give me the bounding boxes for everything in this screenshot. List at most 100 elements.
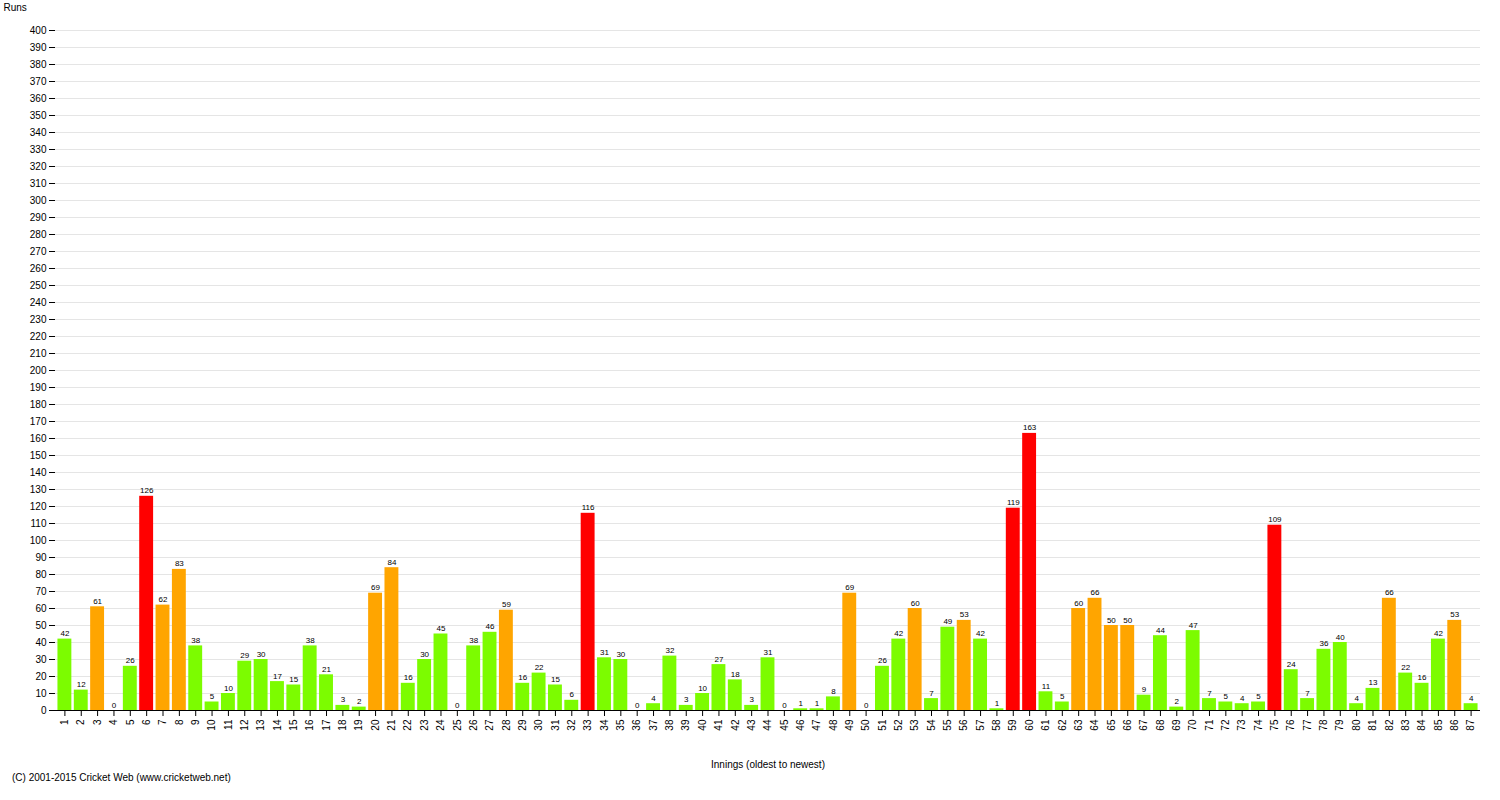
svg-text:3: 3: [341, 695, 346, 704]
svg-text:5: 5: [1256, 692, 1261, 701]
svg-text:66: 66: [1385, 588, 1394, 597]
svg-text:8: 8: [174, 719, 185, 725]
svg-text:16: 16: [304, 719, 315, 731]
svg-text:5: 5: [1224, 692, 1229, 701]
svg-text:10: 10: [698, 684, 707, 693]
svg-text:90: 90: [35, 552, 47, 563]
svg-text:4: 4: [1354, 694, 1359, 703]
svg-text:370: 370: [30, 76, 47, 87]
svg-text:170: 170: [30, 416, 47, 427]
svg-text:9: 9: [190, 719, 201, 725]
svg-text:25: 25: [452, 719, 463, 731]
svg-text:60: 60: [911, 599, 920, 608]
svg-text:2: 2: [357, 697, 362, 706]
svg-text:6: 6: [570, 690, 575, 699]
svg-text:350: 350: [30, 110, 47, 121]
svg-text:46: 46: [486, 622, 495, 631]
svg-text:12: 12: [77, 680, 86, 689]
svg-text:26: 26: [126, 656, 135, 665]
svg-text:45: 45: [437, 624, 446, 633]
svg-text:48: 48: [828, 719, 839, 731]
svg-text:57: 57: [975, 719, 986, 731]
svg-text:7: 7: [157, 719, 168, 725]
svg-text:38: 38: [191, 636, 200, 645]
svg-text:30: 30: [533, 719, 544, 731]
svg-text:47: 47: [811, 719, 822, 731]
svg-text:50: 50: [860, 719, 871, 731]
svg-text:250: 250: [30, 280, 47, 291]
svg-text:36: 36: [1319, 639, 1328, 648]
svg-text:76: 76: [1285, 719, 1296, 731]
svg-text:44: 44: [762, 719, 773, 731]
svg-text:19: 19: [353, 719, 364, 731]
svg-text:22: 22: [1401, 663, 1410, 672]
svg-text:42: 42: [1434, 629, 1443, 638]
svg-text:69: 69: [845, 583, 854, 592]
svg-text:42: 42: [976, 629, 985, 638]
svg-text:66: 66: [1122, 719, 1133, 731]
svg-text:32: 32: [665, 646, 674, 655]
svg-text:50: 50: [1123, 616, 1132, 625]
svg-text:3: 3: [684, 695, 689, 704]
svg-text:30: 30: [35, 654, 47, 665]
svg-text:7: 7: [929, 689, 934, 698]
svg-text:10: 10: [206, 719, 217, 731]
svg-text:24: 24: [435, 719, 446, 731]
svg-text:84: 84: [1416, 719, 1427, 731]
svg-text:0: 0: [41, 705, 47, 716]
svg-text:3: 3: [92, 719, 103, 725]
svg-text:70: 70: [1187, 719, 1198, 731]
svg-text:1: 1: [995, 699, 1000, 708]
svg-text:10: 10: [35, 688, 47, 699]
svg-text:69: 69: [371, 583, 380, 592]
svg-text:1: 1: [798, 699, 803, 708]
svg-text:34: 34: [599, 719, 610, 731]
svg-text:32: 32: [566, 719, 577, 731]
svg-text:31: 31: [600, 648, 609, 657]
svg-text:50: 50: [1107, 616, 1116, 625]
svg-text:2: 2: [1175, 697, 1180, 706]
svg-text:73: 73: [1236, 719, 1247, 731]
svg-text:16: 16: [404, 673, 413, 682]
svg-text:100: 100: [30, 535, 47, 546]
svg-text:51: 51: [877, 719, 888, 731]
svg-text:68: 68: [1155, 719, 1166, 731]
svg-text:49: 49: [943, 617, 952, 626]
svg-text:230: 230: [30, 314, 47, 325]
svg-text:120: 120: [30, 501, 47, 512]
svg-text:15: 15: [288, 719, 299, 731]
svg-text:67: 67: [1138, 719, 1149, 731]
svg-text:29: 29: [517, 719, 528, 731]
svg-text:35: 35: [615, 719, 626, 731]
svg-text:28: 28: [501, 719, 512, 731]
svg-text:58: 58: [991, 719, 1002, 731]
svg-text:360: 360: [30, 93, 47, 104]
svg-text:60: 60: [35, 603, 47, 614]
svg-text:116: 116: [582, 503, 595, 512]
svg-text:15: 15: [551, 675, 560, 684]
svg-text:180: 180: [30, 399, 47, 410]
svg-text:40: 40: [1336, 633, 1345, 642]
svg-text:84: 84: [387, 558, 396, 567]
svg-text:37: 37: [648, 719, 659, 731]
svg-text:23: 23: [419, 719, 430, 731]
svg-text:1: 1: [815, 699, 820, 708]
svg-text:63: 63: [1073, 719, 1084, 731]
svg-text:4: 4: [651, 694, 656, 703]
svg-text:27: 27: [714, 655, 723, 664]
svg-text:130: 130: [30, 484, 47, 495]
svg-text:290: 290: [30, 212, 47, 223]
svg-text:30: 30: [616, 650, 625, 659]
svg-text:17: 17: [321, 719, 332, 731]
svg-text:119: 119: [1007, 498, 1020, 507]
svg-text:39: 39: [680, 719, 691, 731]
svg-text:72: 72: [1220, 719, 1231, 731]
svg-text:33: 33: [582, 719, 593, 731]
svg-text:20: 20: [370, 719, 381, 731]
svg-text:44: 44: [1156, 626, 1165, 635]
svg-text:5: 5: [125, 719, 136, 725]
svg-text:5: 5: [1060, 692, 1065, 701]
svg-text:8: 8: [831, 687, 836, 696]
svg-text:43: 43: [746, 719, 757, 731]
svg-text:87: 87: [1465, 719, 1476, 731]
